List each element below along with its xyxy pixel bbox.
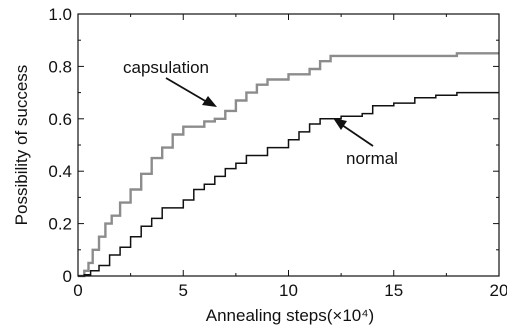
annotation-normal-arrowhead	[333, 118, 347, 130]
annotation-normal-arrow	[341, 124, 374, 147]
y-tick-label: 0.6	[48, 110, 72, 129]
x-axis-title: Annealing steps(×10⁴)	[206, 306, 374, 325]
y-tick-label: 0.8	[48, 57, 72, 76]
annotation-capsulation-arrow	[165, 77, 208, 103]
annotation-capsulation-label: capsulation	[123, 58, 209, 77]
series-line-normal	[78, 91, 499, 277]
y-tick-label: 0.2	[48, 215, 72, 234]
y-tick-labels: 0 0.2 0.4 0.6 0.8 1.0	[48, 5, 72, 286]
annotation-capsulation-arrowhead	[202, 96, 217, 107]
x-tick-labels: 0 5 10 15 20	[73, 281, 507, 300]
plot-frame	[77, 13, 500, 277]
y-tick-label: 1.0	[48, 5, 72, 24]
x-tick-label: 20	[490, 281, 507, 300]
x-tick-label: 10	[279, 281, 298, 300]
x-tick-label: 15	[384, 281, 403, 300]
series-layer	[78, 52, 499, 278]
y-tick-label: 0.4	[48, 162, 72, 181]
annotation-normal-label: normal	[346, 149, 398, 168]
y-axis-title: Possibility of success	[12, 65, 31, 226]
y-tick-label: 0	[63, 267, 72, 286]
x-tick-label: 5	[179, 281, 188, 300]
x-tick-label: 0	[73, 281, 82, 300]
series-line-capsulation	[78, 52, 499, 278]
